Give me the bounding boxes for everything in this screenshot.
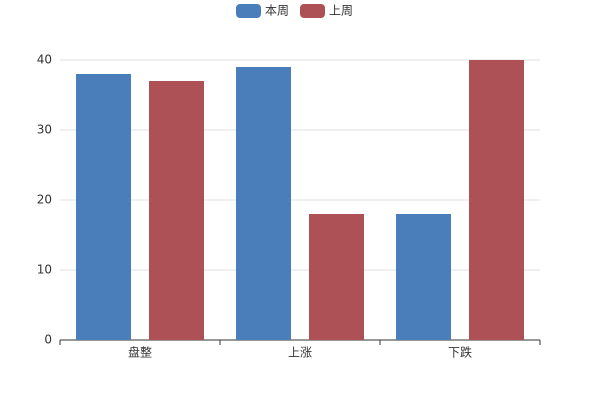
legend-swatch[interactable] [300,4,325,18]
y-tick-label: 10 [37,263,52,277]
bar [236,67,291,340]
legend-label[interactable]: 本周 [265,4,289,18]
bar [469,60,524,340]
y-tick-label: 20 [37,193,52,207]
y-tick-label: 30 [37,123,52,137]
y-tick-label: 0 [44,333,52,347]
x-tick-label: 上涨 [288,345,312,360]
bar [309,214,364,340]
bar [76,74,131,340]
x-tick-label: 盘整 [128,345,152,360]
bar [396,214,451,340]
legend-swatch[interactable] [236,4,261,18]
x-tick-label: 下跌 [448,345,472,360]
y-tick-label: 40 [37,53,52,67]
bar [149,81,204,340]
legend-label[interactable]: 上周 [329,4,353,18]
